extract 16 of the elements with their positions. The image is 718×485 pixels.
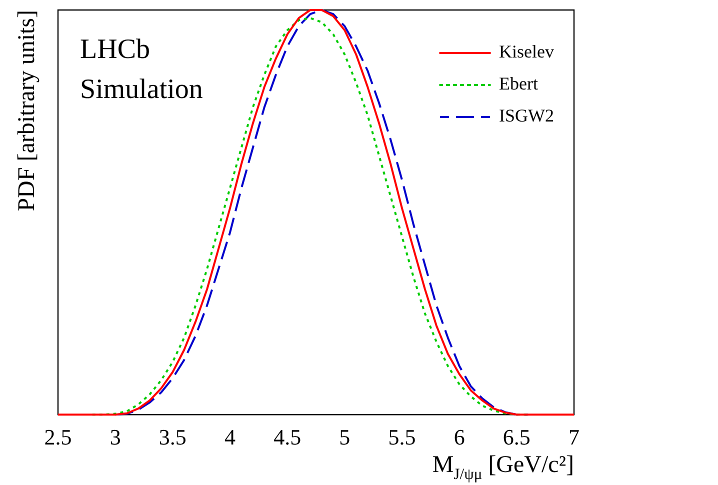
- x-tick-label: 5: [339, 424, 350, 450]
- x-tick-label: 4: [224, 424, 236, 450]
- annotation: LHCb: [80, 34, 150, 65]
- legend-label: Kiselev: [499, 42, 554, 62]
- x-tick-label: 4.5: [274, 424, 302, 450]
- y-axis-title: PDF [arbitrary units]: [14, 10, 40, 212]
- x-tick-label: 6.5: [502, 424, 530, 450]
- x-tick-label: 3: [110, 424, 121, 450]
- annotation: Simulation: [80, 74, 203, 105]
- x-tick-label: 5.5: [388, 424, 416, 450]
- x-tick-label: 2.5: [44, 424, 72, 450]
- x-tick-label: 3.5: [158, 424, 186, 450]
- legend-label: ISGW2: [499, 106, 554, 126]
- x-tick-label: 6: [454, 424, 465, 450]
- legend-label: Ebert: [499, 74, 538, 94]
- x-tick-label: 7: [568, 424, 580, 450]
